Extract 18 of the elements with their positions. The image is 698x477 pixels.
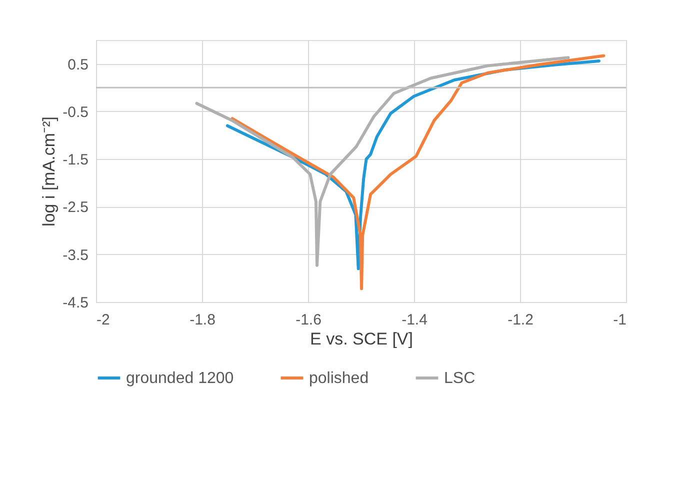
x-tick-label: -2: [96, 312, 110, 328]
legend-label: LSC: [444, 370, 476, 387]
line-series: [195, 56, 570, 267]
y-tick-label: 0.5: [68, 56, 88, 74]
y-tick-label: -2.5: [62, 199, 88, 216]
x-tick-label: -1.4: [402, 312, 428, 328]
legend-label: grounded 1200: [126, 370, 234, 387]
x-tick-label: -1: [613, 312, 626, 328]
x-axis-title: E vs. SCE [V]: [310, 330, 413, 348]
x-tick-label: -1.8: [190, 312, 216, 328]
legend-label: polished: [309, 370, 369, 387]
y-tick-label: -4.5: [62, 294, 88, 312]
y-tick-label: -1.5: [62, 152, 88, 169]
y-axis-title: log i [mA.cm⁻²]: [40, 116, 59, 226]
y-tick-label: -3.5: [62, 246, 88, 264]
x-tick-label: -1.6: [296, 312, 322, 328]
x-tick-label: -1.2: [508, 312, 534, 328]
y-tick-label: -0.5: [62, 104, 88, 121]
